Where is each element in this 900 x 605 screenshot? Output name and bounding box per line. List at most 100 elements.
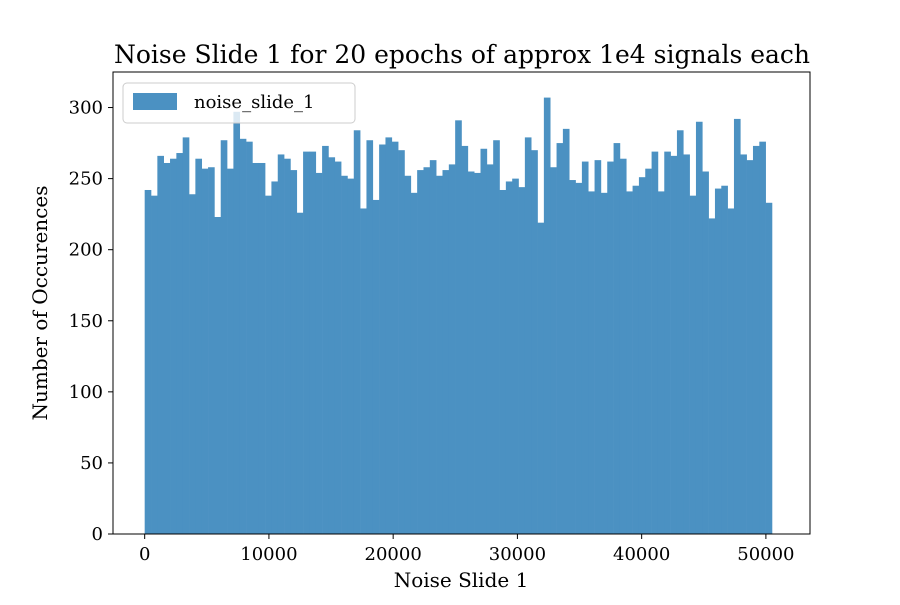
histogram-bar bbox=[429, 160, 437, 534]
histogram-bar bbox=[676, 130, 684, 534]
x-tick-label: 0 bbox=[139, 544, 150, 565]
histogram-bar bbox=[391, 141, 399, 534]
histogram-bar bbox=[486, 164, 494, 534]
histogram-bar bbox=[176, 153, 183, 534]
histogram-bar bbox=[334, 161, 342, 534]
histogram-bar bbox=[322, 145, 329, 535]
histogram-bar bbox=[651, 151, 659, 535]
histogram-bar bbox=[246, 141, 253, 534]
histogram-bar bbox=[163, 162, 171, 535]
histogram-bar bbox=[512, 178, 519, 534]
histogram-bar bbox=[208, 167, 215, 535]
histogram-bar bbox=[600, 192, 608, 534]
histogram-bar bbox=[727, 208, 735, 534]
x-tick-label: 40000 bbox=[613, 544, 670, 565]
histogram-bar bbox=[594, 160, 602, 534]
histogram-bar bbox=[385, 137, 393, 534]
histogram-bar bbox=[626, 191, 633, 534]
histogram-bar bbox=[569, 180, 576, 535]
legend: noise_slide_1 bbox=[122, 82, 356, 124]
y-axis: 0 50 100 150 200 250 300 bbox=[69, 98, 113, 545]
histogram-bar bbox=[379, 144, 386, 534]
y-tick-label: 0 bbox=[92, 524, 103, 545]
y-tick-label: 250 bbox=[69, 169, 103, 190]
histogram-bar bbox=[404, 175, 412, 534]
histogram-bar bbox=[474, 172, 481, 534]
histogram-bar bbox=[448, 164, 456, 534]
histogram-bar bbox=[670, 155, 678, 534]
histogram-bar bbox=[258, 162, 266, 535]
histogram-bar bbox=[638, 177, 646, 534]
histogram-bar bbox=[695, 121, 703, 534]
histogram-bar bbox=[619, 158, 627, 534]
histogram-bar bbox=[366, 140, 374, 535]
histogram-bar bbox=[455, 120, 462, 534]
histogram-bar bbox=[588, 191, 595, 534]
histogram-bar bbox=[721, 185, 728, 534]
y-tick-label: 200 bbox=[69, 240, 103, 261]
histogram-bar bbox=[543, 97, 551, 534]
histogram-bar bbox=[189, 194, 196, 534]
histogram-bar bbox=[214, 217, 222, 534]
histogram-bar bbox=[740, 154, 747, 534]
histogram-bar bbox=[683, 154, 690, 534]
histogram-bar bbox=[423, 167, 431, 535]
histogram-bar bbox=[613, 143, 621, 534]
histogram-bar bbox=[353, 130, 361, 534]
x-axis: 0 10000 20000 30000 40000 50000 bbox=[139, 534, 795, 565]
histogram-bar bbox=[708, 218, 716, 535]
histogram-bar bbox=[657, 191, 665, 534]
histogram-bar bbox=[296, 212, 304, 535]
histogram-bar bbox=[398, 150, 405, 534]
y-tick-label: 100 bbox=[69, 382, 103, 403]
histogram-bar bbox=[410, 192, 418, 534]
histogram-bar bbox=[493, 140, 500, 535]
histogram-bar bbox=[277, 154, 285, 534]
histogram-bar bbox=[581, 161, 589, 534]
histogram-bar bbox=[467, 171, 475, 534]
legend-box bbox=[122, 82, 356, 124]
histogram-bar bbox=[347, 178, 355, 534]
histogram-bar bbox=[182, 137, 190, 534]
histogram-bar bbox=[144, 189, 152, 535]
histogram-bar bbox=[480, 148, 488, 534]
histogram-bar bbox=[220, 140, 228, 535]
histogram-bar bbox=[271, 181, 279, 534]
histogram-bar bbox=[746, 160, 754, 534]
histogram-bar bbox=[518, 187, 526, 534]
histogram-bar bbox=[315, 172, 323, 534]
y-axis-label: Number of Occurences bbox=[28, 186, 52, 421]
histogram-bar bbox=[303, 151, 310, 535]
histogram-bar bbox=[201, 168, 209, 534]
histogram-bar bbox=[436, 175, 443, 534]
histogram-bar bbox=[461, 145, 469, 535]
histogram-bar bbox=[645, 168, 652, 534]
histogram-bar bbox=[664, 151, 671, 535]
bar-group bbox=[144, 97, 773, 535]
histogram-bar bbox=[765, 202, 773, 534]
histogram-bar bbox=[556, 143, 564, 534]
histogram-bar bbox=[632, 185, 640, 534]
histogram-bar bbox=[499, 189, 507, 535]
histogram-bar bbox=[733, 118, 741, 534]
histogram-bar bbox=[309, 151, 317, 535]
histogram-bar bbox=[233, 111, 241, 535]
x-tick-label: 20000 bbox=[365, 544, 422, 565]
y-tick-label: 300 bbox=[69, 98, 103, 119]
histogram-bar bbox=[170, 158, 177, 534]
x-tick-label: 30000 bbox=[489, 544, 546, 565]
histogram-bar bbox=[505, 181, 513, 534]
histogram-bar bbox=[157, 155, 164, 534]
histogram-bar bbox=[290, 170, 298, 534]
histogram-bar bbox=[417, 170, 424, 534]
histogram-bar bbox=[372, 199, 380, 534]
histogram-bar bbox=[759, 141, 766, 534]
histogram-bar bbox=[328, 157, 336, 535]
histogram-bar bbox=[537, 222, 545, 534]
histogram-bar bbox=[265, 195, 272, 535]
histogram-bar bbox=[607, 161, 614, 534]
histogram-bar bbox=[575, 182, 583, 534]
histogram-bar bbox=[550, 167, 557, 535]
legend-label: noise_slide_1 bbox=[194, 92, 314, 113]
